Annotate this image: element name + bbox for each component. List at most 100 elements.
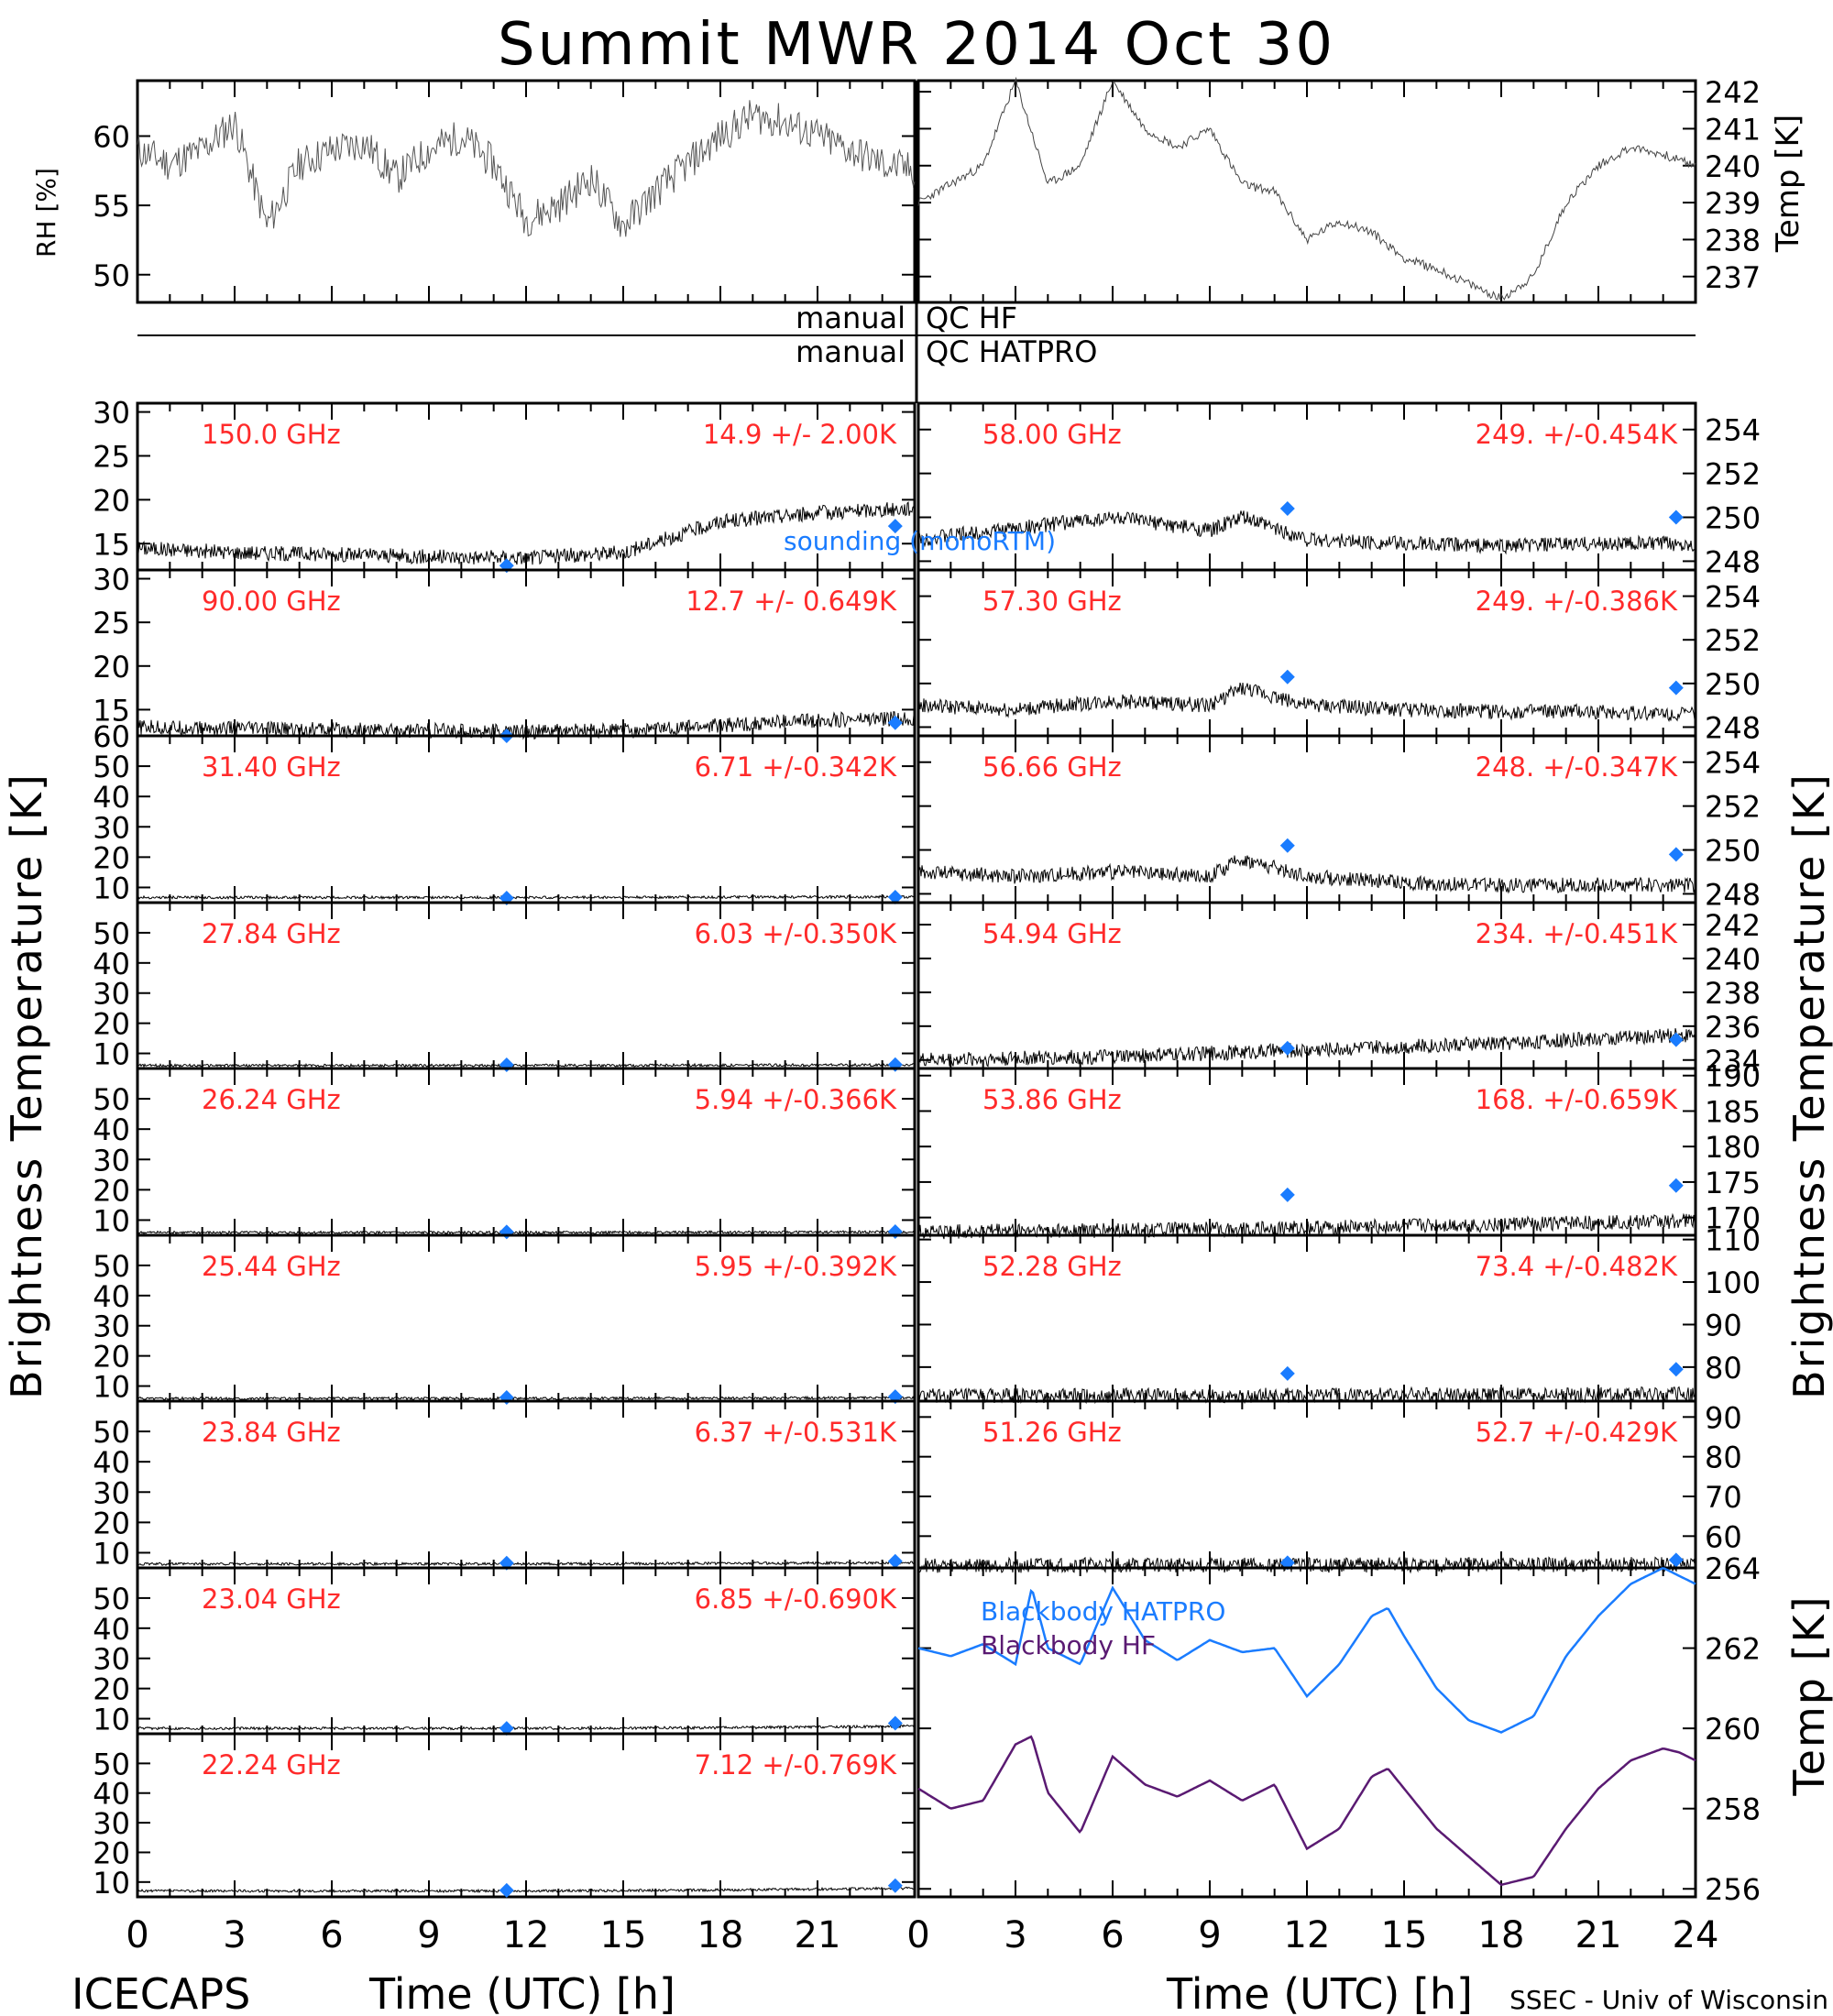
left-channel-6-freq-label: 23.84 GHz [202,1417,341,1448]
left-channel-4-stat-label: 5.94 +/-0.366K [695,1084,897,1115]
left-channel-2-ytick-label: 50 [93,750,130,784]
left-channel-4-ytick-label: 40 [93,1112,130,1147]
right-channel-1-ytick-label: 252 [1705,623,1761,658]
right-channel-5-freq-label: 52.28 GHz [982,1251,1122,1282]
right-channel-2-ytick-label: 248 [1705,877,1761,912]
right-channel-3-stat-label: 234. +/-0.451K [1476,918,1678,949]
left-channel-4-ytick-label: 30 [93,1143,130,1178]
temp-panel-ytick-label: 240 [1705,149,1761,184]
right-channel-5-sounding-marker-1 [1668,1362,1684,1377]
left-channel-8-ytick-label: 20 [93,1835,130,1870]
ssec-label: SSEC - Univ of Wisconsin [1509,1985,1828,2015]
left-channel-1-ytick-label: 15 [93,693,130,728]
left-channel-8-ytick-label: 30 [93,1806,130,1841]
right-channel-0-ytick-label: 254 [1705,413,1761,448]
temp-panel-ytick-label: 239 [1705,186,1761,221]
right-brightness-axis-label: Brightness Temperature [K] [1784,772,1833,1399]
rh-panel-ytick-label: 50 [93,258,130,293]
left-brightness-axis-label: Brightness Temperature [K] [2,772,51,1399]
blackbody-panel-ytick-label: 264 [1705,1551,1761,1586]
temp-panel-ytick-label: 237 [1705,260,1761,295]
right-channel-6-ytick-label: 60 [1705,1519,1742,1554]
right-xtick-label: 6 [1101,1914,1124,1956]
temp-panel-ytick-label: 241 [1705,112,1761,147]
left-channel-3-ytick-label: 50 [93,916,130,951]
right-xtick-label: 0 [906,1914,929,1956]
left-channel-2-ytick-label: 10 [93,871,130,905]
left-channel-6-stat-label: 6.37 +/-0.531K [695,1417,897,1448]
left-channel-6-ytick-label: 40 [93,1445,130,1480]
left-channel-8-sounding-marker-0 [499,1882,514,1898]
left-channel-7-ytick-label: 50 [93,1582,130,1616]
right-channel-2-sounding-marker-1 [1668,847,1684,862]
right-channel-3-ytick-label: 240 [1705,942,1761,977]
left-channel-5-trace [137,1395,916,1401]
right-channel-4-trace [917,1212,1696,1240]
left-channel-7-sounding-marker-0 [499,1721,514,1737]
right-channel-0-ytick-label: 248 [1705,544,1761,579]
left-channel-8-ytick-label: 50 [93,1747,130,1781]
blackbody-panel-ytick-label: 258 [1705,1792,1761,1827]
right-channel-0-freq-label: 58.00 GHz [982,419,1122,450]
right-xtick-label: 15 [1381,1914,1428,1956]
left-channel-1-sounding-marker-1 [887,715,903,730]
right-channel-4-sounding-marker-1 [1668,1178,1684,1193]
right-xtick-label: 18 [1478,1914,1525,1956]
blackbody-temp-axis-label: Temp [K] [1784,1594,1833,1796]
left-xtick-label: 0 [126,1914,148,1956]
right-channel-5-stat-label: 73.4 +/-0.482K [1476,1251,1678,1282]
left-channel-6-ytick-label: 50 [93,1415,130,1450]
left-channel-7-stat-label: 6.85 +/-0.690K [695,1583,897,1615]
left-channel-2-ytick-label: 60 [93,719,130,754]
right-channel-0-stat-label: 249. +/-0.454K [1476,419,1678,450]
right-channel-6-stat-label: 52.7 +/-0.429K [1476,1417,1678,1448]
left-channel-1-freq-label: 90.00 GHz [202,586,341,617]
left-channel-3-ytick-label: 20 [93,1007,130,1042]
right-channel-3-ytick-label: 234 [1705,1044,1761,1079]
right-channel-4-stat-label: 168. +/-0.659K [1476,1084,1678,1115]
rh-panel-ytick-label: 60 [93,120,130,155]
left-channel-6-sounding-marker-1 [887,1553,903,1569]
left-channel-2-freq-label: 31.40 GHz [202,751,341,783]
right-xtick-label: 12 [1284,1914,1331,1956]
right-channel-2-trace [917,855,1696,894]
left-channel-8-freq-label: 22.24 GHz [202,1749,341,1780]
right-xtick-label: 3 [1004,1914,1026,1956]
left-channel-5-ytick-label: 40 [93,1279,130,1314]
left-channel-8-stat-label: 7.12 +/-0.769K [695,1749,897,1780]
right-channel-6-sounding-marker-1 [1668,1552,1684,1568]
right-channel-4-sounding-marker-0 [1279,1187,1295,1202]
right-channel-3-ytick-label: 236 [1705,1010,1761,1045]
right-channel-1-freq-label: 57.30 GHz [982,586,1122,617]
left-channel-0-ytick-label: 15 [93,527,130,562]
left-channel-8-ytick-label: 40 [93,1777,130,1812]
left-channel-7-ytick-label: 40 [93,1612,130,1647]
left-xtick-label: 18 [697,1914,744,1956]
left-channel-8-trace [137,1886,916,1894]
left-channel-1-stat-label: 12.7 +/- 0.649K [686,586,897,617]
left-channel-7-sounding-marker-1 [887,1715,903,1731]
temp-panel-ytick-label: 242 [1705,75,1761,110]
blackbody-panel-ytick-label: 260 [1705,1712,1761,1747]
blackbody-panel-ytick-label: 262 [1705,1632,1761,1667]
left-channel-5-ytick-label: 20 [93,1340,130,1375]
left-channel-1-ytick-label: 20 [93,650,130,685]
left-channel-5-ytick-label: 10 [93,1370,130,1405]
left-channel-4-ytick-label: 50 [93,1082,130,1117]
right-channel-1-sounding-marker-0 [1279,669,1295,685]
sounding-legend-label: sounding (monoRTM) [784,526,1056,556]
right-xaxis-label: Time (UTC) [h] [1166,1969,1473,2016]
rh-panel-ytick-label: 55 [93,189,130,224]
blackbody-series-0 [917,1567,1696,1734]
right-channel-2-ytick-label: 250 [1705,834,1761,869]
right-xtick-label: 9 [1198,1914,1221,1956]
rh-axis-label: RH [%] [31,168,61,257]
right-channel-2-ytick-label: 254 [1705,746,1761,781]
left-channel-7-trace [137,1724,916,1731]
left-channel-0-ytick-label: 25 [93,439,130,474]
left-channel-5-ytick-label: 30 [93,1309,130,1344]
left-channel-7-ytick-label: 20 [93,1672,130,1707]
left-channel-7-ytick-label: 30 [93,1642,130,1677]
